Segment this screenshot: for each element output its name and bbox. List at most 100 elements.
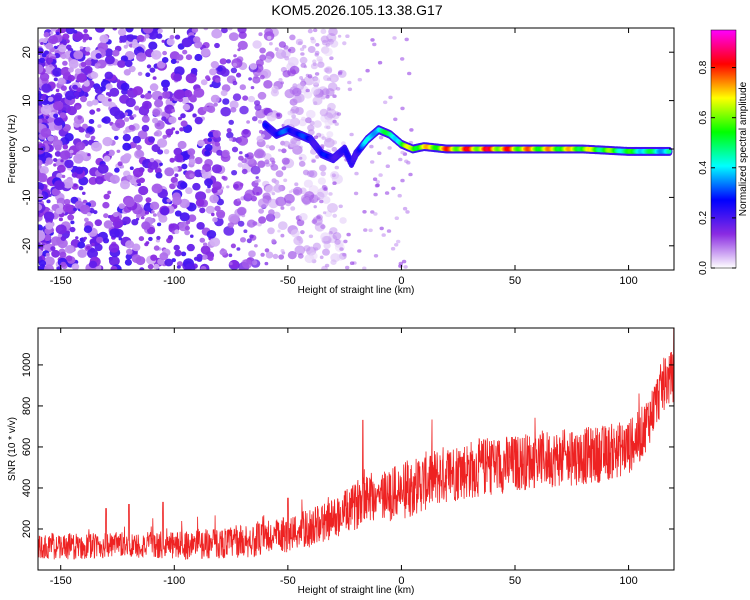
noise-cell bbox=[38, 231, 46, 242]
noise-cell bbox=[258, 208, 264, 214]
noise-cell bbox=[174, 249, 182, 257]
noise-cell bbox=[327, 203, 338, 213]
noise-cell bbox=[45, 252, 50, 257]
noise-cell bbox=[320, 232, 331, 242]
noise-cell bbox=[99, 34, 109, 44]
noise-cell bbox=[83, 225, 93, 233]
noise-cell bbox=[354, 171, 359, 176]
noise-cell bbox=[280, 81, 285, 85]
noise-cell bbox=[68, 67, 74, 73]
noise-cell bbox=[250, 165, 261, 175]
noise-cell bbox=[229, 262, 233, 266]
noise-cell bbox=[398, 157, 403, 162]
noise-cell bbox=[59, 150, 71, 160]
noise-cell bbox=[293, 236, 304, 246]
noise-cell bbox=[368, 228, 373, 233]
noise-cell bbox=[94, 176, 104, 185]
noise-cell bbox=[173, 73, 183, 82]
noise-cell bbox=[67, 214, 75, 221]
noise-cell bbox=[299, 213, 308, 221]
noise-cell bbox=[264, 159, 270, 165]
noise-cell bbox=[103, 193, 110, 200]
noise-cell bbox=[47, 57, 54, 64]
noise-cell bbox=[294, 182, 299, 187]
noise-cell bbox=[96, 63, 101, 67]
noise-cell bbox=[59, 112, 67, 119]
noise-cell bbox=[236, 198, 241, 202]
noise-cell bbox=[338, 204, 343, 209]
noise-cell bbox=[109, 174, 120, 184]
noise-cell bbox=[214, 205, 221, 212]
noise-cell bbox=[290, 206, 296, 211]
noise-cell bbox=[239, 105, 249, 115]
noise-cell bbox=[214, 42, 220, 49]
noise-cell bbox=[228, 253, 233, 258]
noise-cell bbox=[80, 61, 87, 67]
noise-cell bbox=[265, 213, 276, 222]
noise-cell bbox=[209, 237, 221, 247]
noise-cell bbox=[149, 83, 159, 92]
noise-cell bbox=[96, 108, 101, 112]
noise-cell bbox=[57, 164, 66, 173]
noise-cell bbox=[247, 95, 255, 103]
noise-cell bbox=[339, 247, 344, 251]
noise-cell bbox=[87, 153, 91, 157]
noise-cell bbox=[403, 265, 408, 269]
noise-cell bbox=[65, 90, 76, 101]
noise-cell bbox=[157, 60, 166, 69]
noise-cell bbox=[321, 95, 326, 100]
noise-cell bbox=[65, 28, 75, 35]
noise-cell bbox=[365, 68, 370, 73]
noise-cell bbox=[200, 169, 206, 175]
noise-cell bbox=[204, 178, 213, 187]
noise-cell bbox=[264, 28, 273, 36]
colorbar-tick-label: 0.8 bbox=[698, 60, 709, 74]
noise-cell bbox=[62, 60, 68, 66]
noise-cell bbox=[62, 203, 73, 213]
x-tick-label: -150 bbox=[50, 575, 72, 587]
noise-cell bbox=[53, 77, 58, 82]
noise-cell bbox=[144, 210, 150, 215]
noise-cell bbox=[38, 188, 42, 196]
x-tick-label: -100 bbox=[163, 275, 185, 287]
noise-cell bbox=[123, 44, 128, 49]
noise-cell bbox=[321, 88, 330, 96]
noise-cell bbox=[125, 97, 136, 108]
noise-cell bbox=[341, 141, 346, 146]
y-tick-label: 600 bbox=[21, 438, 33, 456]
noise-cell bbox=[158, 214, 168, 223]
noise-cell bbox=[331, 76, 337, 82]
noise-cell bbox=[292, 87, 302, 97]
noise-cell bbox=[49, 31, 54, 35]
noise-cell bbox=[246, 219, 256, 228]
noise-cell bbox=[232, 62, 237, 67]
noise-cell bbox=[112, 212, 119, 218]
noise-cell bbox=[74, 68, 82, 75]
noise-cell bbox=[50, 28, 57, 32]
noise-cell bbox=[229, 259, 239, 269]
noise-cell bbox=[173, 89, 185, 100]
noise-cell bbox=[43, 211, 55, 222]
noise-cell bbox=[404, 159, 409, 164]
noise-cell bbox=[85, 133, 91, 139]
x-tick-label: -50 bbox=[280, 275, 296, 287]
noise-cell bbox=[171, 108, 176, 113]
noise-cell bbox=[62, 144, 69, 150]
noise-cell bbox=[83, 236, 88, 240]
noise-cell bbox=[374, 183, 380, 188]
noise-cell bbox=[140, 216, 145, 220]
noise-cell bbox=[105, 83, 113, 90]
noise-cell bbox=[309, 252, 318, 260]
noise-cell bbox=[378, 173, 383, 177]
noise-cell bbox=[179, 127, 184, 132]
noise-cell bbox=[38, 224, 43, 232]
noise-cell bbox=[139, 267, 145, 270]
noise-cell bbox=[299, 47, 305, 52]
noise-cell bbox=[123, 117, 130, 122]
noise-cell bbox=[260, 134, 265, 138]
noise-cell bbox=[136, 34, 145, 42]
noise-cell bbox=[337, 34, 342, 38]
noise-cell bbox=[117, 28, 127, 36]
noise-cell bbox=[297, 253, 304, 259]
noise-cell bbox=[257, 91, 267, 100]
